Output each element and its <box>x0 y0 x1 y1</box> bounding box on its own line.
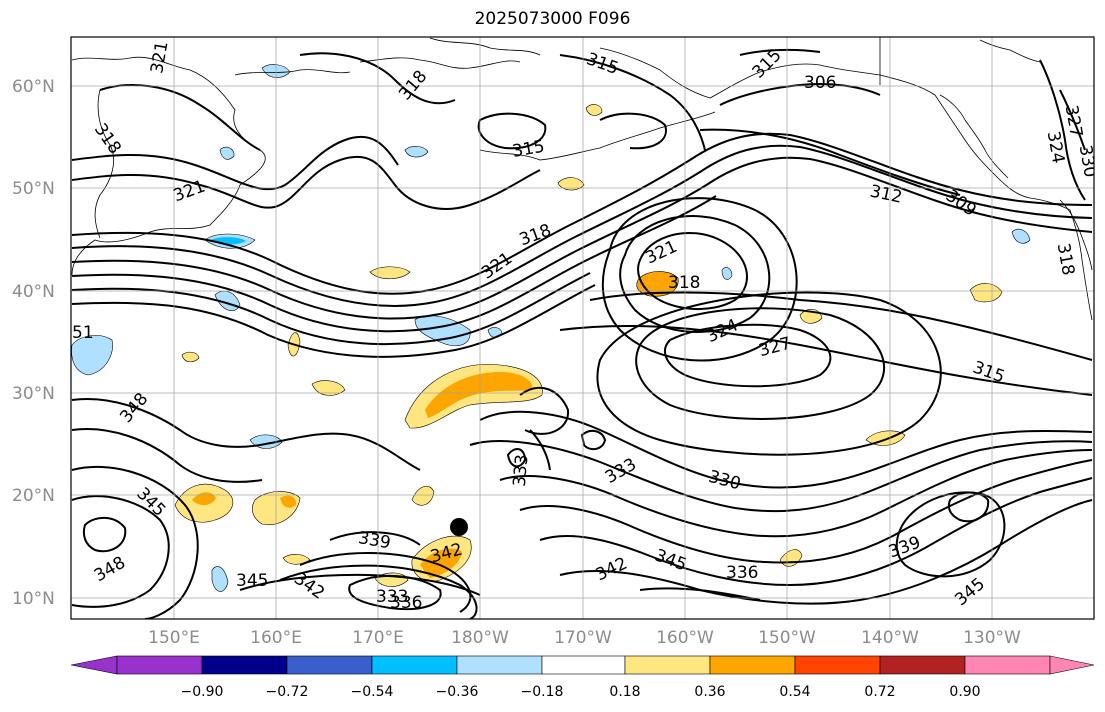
storm-marker-dot <box>450 518 468 536</box>
lon-label: 180°W <box>451 628 509 648</box>
contour-label: 51 <box>72 323 94 343</box>
lat-label: 60°N <box>12 77 55 97</box>
colorbar-tick-label: −0.72 <box>266 684 309 700</box>
map-title: 2025073000 F096 <box>474 9 631 29</box>
colorbar-segment <box>371 655 458 675</box>
coastlines <box>71 37 1093 321</box>
colorbar-extend-high <box>1049 655 1095 675</box>
contour-label: 336 <box>390 593 422 613</box>
lat-label: 50°N <box>12 179 55 199</box>
lat-label: 10°N <box>12 589 55 609</box>
colorbar-extend-low <box>70 655 118 675</box>
longitude-axis: 150°E 160°E 170°E 180°W 170°W 160°W 150°… <box>148 628 1021 648</box>
colorbar-tick-label: 0.54 <box>779 684 810 700</box>
colorbar-segment <box>964 655 1051 675</box>
colorbar-tick-label: −0.36 <box>436 684 479 700</box>
latitude-axis: 60°N 50°N 40°N 30°N 20°N 10°N <box>12 77 55 609</box>
lon-label: 160°W <box>656 628 714 648</box>
colorbar-segment <box>709 655 796 675</box>
colorbar <box>70 655 1095 675</box>
lon-label: 170°E <box>352 628 404 648</box>
colorbar-segment <box>116 655 203 675</box>
colorbar-segment <box>541 655 626 675</box>
lon-label: 150°E <box>148 628 200 648</box>
colorbar-tick-label: 0.90 <box>949 684 980 700</box>
contour-label: 345 <box>236 571 268 591</box>
colorbar-segment <box>624 655 711 675</box>
contour-label: 306 <box>804 73 836 93</box>
colorbar-segment <box>201 655 288 675</box>
map-border <box>70 36 1095 620</box>
contour-label: 336 <box>726 563 758 583</box>
colorbar-segment <box>879 655 966 675</box>
lon-label: 160°E <box>250 628 302 648</box>
colorbar-ticks: −0.90 −0.72 −0.54 −0.36 −0.18 0.18 0.36 … <box>181 684 981 700</box>
colorbar-segment <box>794 655 881 675</box>
lat-label: 30°N <box>12 384 55 404</box>
colorbar-tick-label: −0.54 <box>351 684 394 700</box>
contour-label: 330 <box>1075 144 1100 179</box>
lon-label: 150°W <box>758 628 816 648</box>
colorbar-tick-label: −0.90 <box>181 684 224 700</box>
lon-label: 130°W <box>963 628 1021 648</box>
graticule <box>71 37 1094 619</box>
contour-label: 333 <box>376 587 408 607</box>
lat-label: 40°N <box>12 282 55 302</box>
colorbar-tick-label: 0.36 <box>694 684 725 700</box>
colorbar-segment <box>286 655 373 675</box>
colorbar-tick-label: −0.18 <box>521 684 564 700</box>
contour-label: 333 <box>510 454 533 488</box>
contour-label: 318 <box>668 273 700 293</box>
lat-label: 20°N <box>12 486 55 506</box>
colorbar-tick-label: 0.18 <box>609 684 640 700</box>
colorbar-tick-label: 0.72 <box>864 684 895 700</box>
lon-label: 170°W <box>554 628 612 648</box>
colorbar-segment <box>456 655 543 675</box>
lon-label: 140°W <box>861 628 919 648</box>
